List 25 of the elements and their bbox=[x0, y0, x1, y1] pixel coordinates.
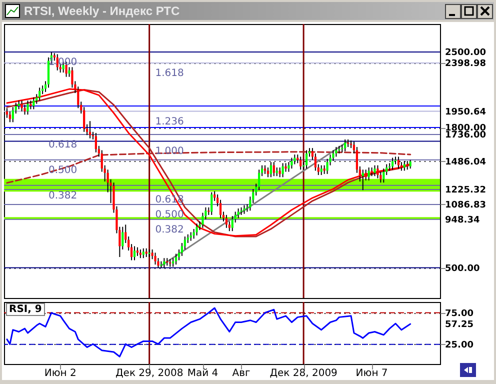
annotation: 0.382 bbox=[155, 224, 184, 236]
annotation: 0.382 bbox=[48, 190, 78, 202]
y-tick-label: 25.00 bbox=[445, 340, 474, 350]
annotation: 0.500 bbox=[48, 164, 78, 176]
x-tick-label: Июн 7 bbox=[356, 368, 388, 379]
annotation: 1.236 bbox=[155, 116, 184, 128]
x-tick-label: Дек 29, 2008 bbox=[115, 368, 184, 379]
y-tick-label: 1950.64 bbox=[445, 107, 486, 118]
annotation: 0.618 bbox=[48, 139, 78, 150]
x-tick-label: Авг bbox=[232, 368, 250, 379]
chart-title: RTSI, Weekly - Индекс РТС bbox=[24, 4, 180, 18]
y-tick-label: 1225.32 bbox=[445, 186, 486, 196]
y-tick-label: 500.00 bbox=[445, 264, 480, 274]
y-tick-label: 2500.00 bbox=[445, 48, 486, 58]
y-tick-label: 1486.04 bbox=[445, 157, 486, 168]
annotation: 1.618 bbox=[155, 68, 184, 79]
y-tick-label: 948.34 bbox=[445, 215, 480, 226]
chart-title: RSI, 9 bbox=[6, 303, 45, 316]
y-tick-label: 1086.83 bbox=[445, 200, 486, 210]
y-tick-label: 57.25 bbox=[445, 320, 474, 330]
y-tick-label: 2398.98 bbox=[445, 58, 486, 69]
x-tick-label: Июн 2 bbox=[44, 368, 76, 379]
x-tick-label: Дек 28, 2009 bbox=[270, 368, 338, 379]
x-tick-label: Май 4 bbox=[187, 368, 218, 379]
y-tick-label: 75.00 bbox=[445, 308, 474, 319]
